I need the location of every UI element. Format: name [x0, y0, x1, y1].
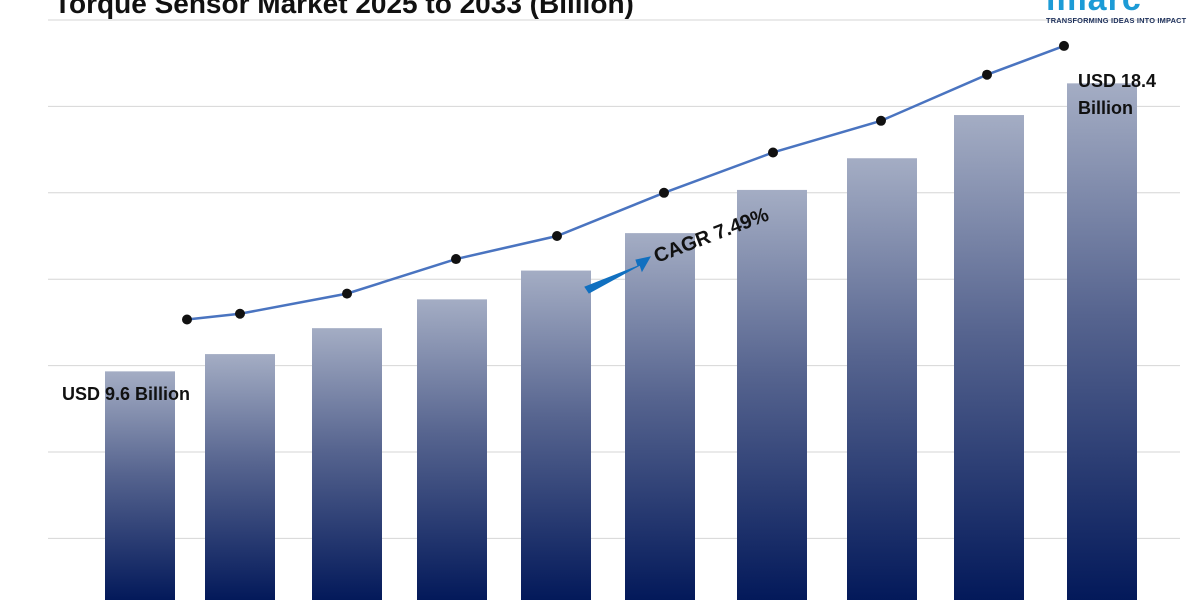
logo-wordmark: imarc: [1046, 0, 1142, 19]
trend-point-5: [552, 231, 562, 241]
trend-point-7: [768, 147, 778, 158]
bar-1: [105, 371, 175, 600]
trend-point-9: [982, 69, 992, 80]
trend-point-10: [1059, 40, 1069, 51]
trend-point-4: [451, 254, 461, 265]
trend-line-group: [182, 40, 1069, 325]
trend-line: [186, 44, 1065, 321]
bar-10: [1067, 83, 1137, 600]
end-value-label-line1: USD 18.4: [1078, 71, 1156, 91]
bar-6: [625, 233, 695, 600]
bar-2: [205, 354, 275, 600]
trend-point-1: [182, 314, 192, 325]
end-value-label-line2: Billion: [1078, 98, 1133, 118]
trend-point-2: [235, 308, 245, 319]
bars: [105, 83, 1137, 600]
cagr-arrow-icon: [584, 256, 651, 294]
bar-4: [417, 299, 487, 600]
bar-7: [737, 189, 807, 600]
imarc-logo: imarc TRANSFORMING IDEAS INTO IMPACT: [1044, 0, 1194, 30]
logo-tagline: TRANSFORMING IDEAS INTO IMPACT: [1046, 16, 1187, 25]
bar-8: [847, 158, 917, 600]
bar-9: [954, 115, 1024, 600]
bar-5: [521, 270, 591, 600]
chart-title: Torque Sensor Market 2025 to 2033 (Billi…: [54, 0, 634, 19]
bar-3: [312, 328, 382, 600]
trend-point-6: [659, 187, 669, 198]
trend-point-8: [876, 115, 886, 126]
trend-point-3: [342, 288, 352, 299]
start-value-label: USD 9.6 Billion: [62, 384, 190, 404]
